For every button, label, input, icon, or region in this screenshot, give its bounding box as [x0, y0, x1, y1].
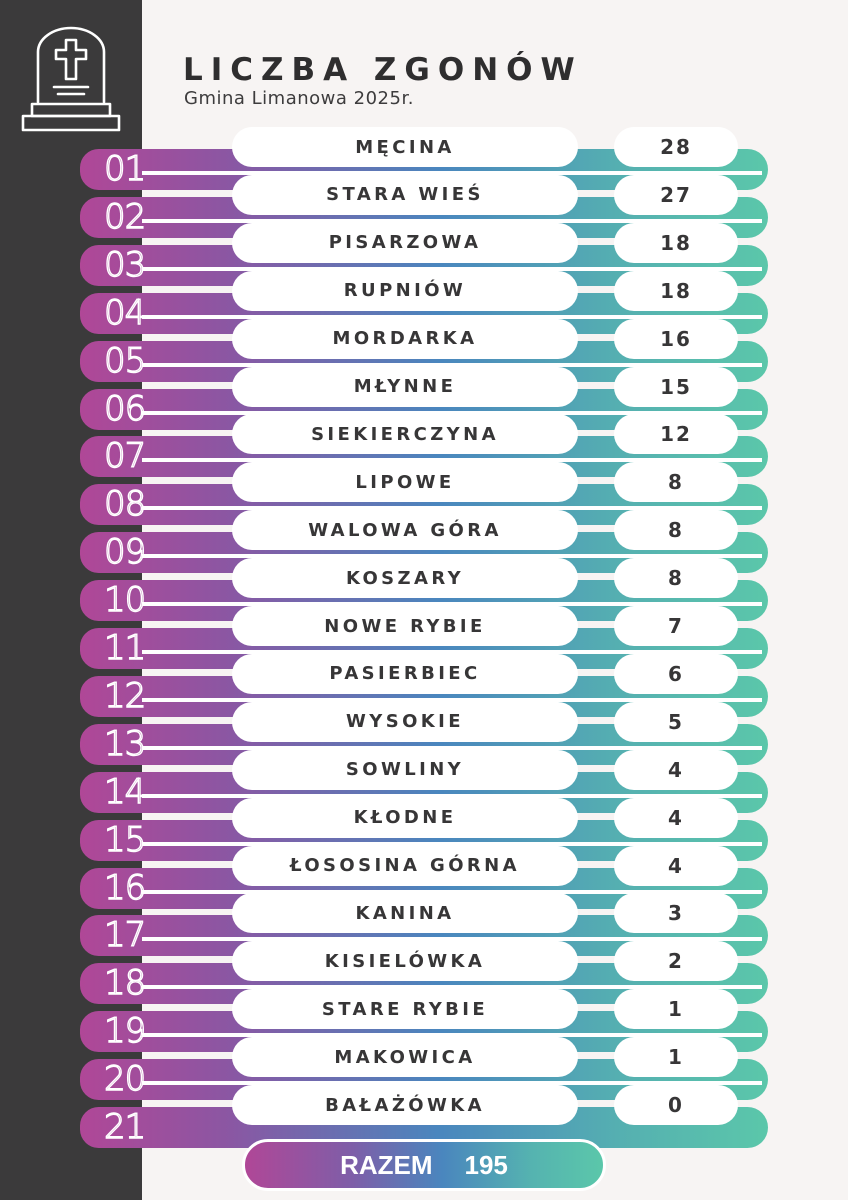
total-value: 195: [464, 1149, 508, 1180]
rank-number: 13: [103, 723, 147, 764]
rank-number: 18: [103, 963, 147, 1004]
village-name: KŁODNE: [232, 797, 578, 838]
rank-number: 10: [103, 579, 147, 621]
death-count: 6: [614, 653, 738, 694]
death-count: 27: [614, 174, 738, 215]
death-count: 8: [614, 558, 738, 599]
rank-number: 20: [103, 1058, 147, 1100]
connector-line: [142, 554, 762, 559]
rank-number: 05: [103, 340, 147, 381]
death-count: 28: [614, 127, 738, 167]
connector-line: [142, 937, 762, 942]
rank-number: 16: [103, 867, 147, 908]
village-name: SIEKIERCZYNA: [232, 414, 578, 455]
rank-number: 14: [103, 771, 147, 812]
connector-line: [142, 506, 762, 511]
rank-number: 21: [103, 1106, 147, 1147]
village-name: SOWLINY: [232, 749, 578, 790]
death-count: 7: [614, 606, 738, 646]
village-name: ŁOSOSINA GÓRNA: [232, 845, 578, 886]
village-name: KOSZARY: [232, 558, 578, 599]
rank-number: 03: [103, 244, 147, 285]
village-name: KISIELÓWKA: [232, 941, 578, 982]
connector-line: [142, 1033, 762, 1038]
total-label: RAZEM: [340, 1149, 433, 1180]
village-name: WYSOKIE: [232, 701, 578, 742]
death-count: 4: [614, 797, 738, 838]
connector-line: [142, 458, 762, 463]
rank-number: 06: [103, 388, 147, 429]
rank-number: 11: [103, 627, 147, 668]
total-badge: RAZEM 195: [242, 1139, 606, 1191]
rank-number: 17: [103, 915, 147, 956]
rank-number: 02: [103, 196, 147, 237]
rank-number: 19: [103, 1010, 147, 1052]
village-name: PISARZOWA: [232, 222, 578, 263]
page-subtitle: Gmina Limanowa 2025r.: [184, 88, 414, 109]
connector-line: [142, 314, 762, 319]
village-name: LIPOWE: [232, 462, 578, 503]
village-name: MŁYNNE: [232, 366, 578, 407]
connector-line: [142, 889, 762, 894]
connector-line: [142, 362, 762, 367]
connector-line: [142, 793, 762, 798]
rank-number: 08: [103, 484, 147, 525]
rank-number: 09: [103, 531, 147, 573]
death-count: 3: [614, 893, 738, 934]
rank-number: 07: [103, 436, 147, 477]
death-count: 18: [614, 222, 738, 263]
death-count: 15: [614, 366, 738, 407]
village-name: BAŁAŻÓWKA: [232, 1085, 578, 1125]
death-count: 18: [614, 270, 738, 311]
connector-line: [142, 410, 762, 415]
death-count: 12: [614, 414, 738, 455]
village-name: PASIERBIEC: [232, 653, 578, 694]
connector-line: [142, 650, 762, 654]
rank-number: 04: [103, 292, 147, 333]
connector-line: [142, 266, 762, 271]
connector-line: [142, 218, 762, 223]
rank-number: 12: [103, 675, 147, 716]
rank-number: 01: [103, 148, 147, 189]
village-name: STARA WIEŚ: [232, 174, 578, 215]
death-count: 1: [614, 1037, 738, 1078]
connector-line: [142, 841, 762, 846]
village-name: NOWE RYBIE: [232, 606, 578, 646]
village-name: WALOWA GÓRA: [232, 510, 578, 551]
death-count: 8: [614, 462, 738, 503]
connector-line: [142, 745, 762, 750]
connector-line: [142, 985, 762, 990]
death-count: 5: [614, 701, 738, 742]
connector-line: [142, 697, 762, 702]
death-count: 4: [614, 749, 738, 790]
connector-line: [142, 602, 762, 607]
rank-number: 15: [103, 819, 147, 860]
village-name: MĘCINA: [232, 127, 578, 167]
connector-line: [142, 171, 762, 175]
death-count: 0: [614, 1085, 738, 1125]
page-title: LICZBA ZGONÓW: [183, 52, 583, 88]
village-name: RUPNIÓW: [232, 270, 578, 311]
death-count: 4: [614, 845, 738, 886]
village-name: STARE RYBIE: [232, 989, 578, 1030]
village-name: KANINA: [232, 893, 578, 934]
connector-line: [142, 1081, 762, 1086]
death-count: 8: [614, 510, 738, 551]
death-count: 1: [614, 989, 738, 1030]
village-name: MORDARKA: [232, 318, 578, 359]
death-count: 16: [614, 318, 738, 359]
village-name: MAKOWICA: [232, 1037, 578, 1078]
death-count: 2: [614, 941, 738, 982]
tombstone-cross-icon: [21, 26, 121, 132]
